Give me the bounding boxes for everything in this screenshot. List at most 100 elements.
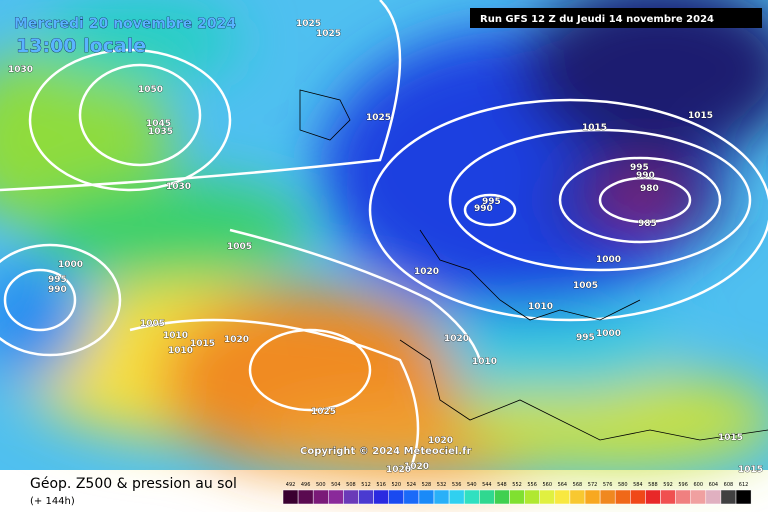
colorbar-swatch <box>645 489 661 505</box>
colorbar-swatch <box>720 489 737 505</box>
isobar-label: 990 <box>48 285 67 295</box>
isobar-label: 995 <box>482 197 501 207</box>
colorbar-label: 608 <box>724 482 734 488</box>
colorbar-swatch <box>630 489 646 505</box>
isobar-label: 1015 <box>738 465 763 475</box>
colorbar-swatch <box>418 489 435 505</box>
footer-lead: (+ 144h) <box>30 496 75 507</box>
isobar-label: 1015 <box>582 123 607 133</box>
isobar-label: 990 <box>636 171 655 181</box>
colorbar-label: 496 <box>301 482 311 488</box>
isobar-label: 1035 <box>148 127 173 137</box>
colorbar-swatch <box>509 489 525 505</box>
colorbar-label: 544 <box>482 482 492 488</box>
run-info: Run GFS 12 Z du Jeudi 14 novembre 2024 <box>480 14 714 25</box>
colorbar-swatch <box>524 489 540 505</box>
isobar-label: 985 <box>638 219 657 229</box>
colorbar-label: 516 <box>376 482 386 488</box>
isobar-label: 990 <box>474 204 493 214</box>
colorbar-label: 524 <box>407 482 417 488</box>
colorbar-label: 528 <box>422 482 432 488</box>
colorbar-swatch <box>463 489 480 505</box>
colorbar-label: 536 <box>452 482 462 488</box>
map-background <box>0 0 768 480</box>
colorbar-label: 576 <box>603 482 613 488</box>
colorbar-swatch <box>675 489 691 505</box>
colorbar-swatch <box>282 489 299 505</box>
colorbar-swatch <box>343 489 359 505</box>
colorbar-label: 592 <box>663 482 673 488</box>
isobar-label: 1015 <box>718 433 743 443</box>
isobar-label: 1000 <box>596 329 621 339</box>
colorbar-label: 564 <box>558 482 568 488</box>
isobar-label: 1020 <box>428 436 453 446</box>
isobar-label: 1000 <box>596 255 621 265</box>
colorbar-swatch <box>494 489 510 505</box>
colorbar-swatch <box>584 489 601 505</box>
colorbar-label: 540 <box>467 482 477 488</box>
colorbar-label: 556 <box>527 482 537 488</box>
isobar-label: 1020 <box>386 465 411 475</box>
isobar-label: 1020 <box>444 334 469 344</box>
colorbar-label: 532 <box>437 482 447 488</box>
colorbar-swatch <box>599 489 616 505</box>
isobar-label: 1015 <box>190 339 215 349</box>
colorbar-swatch <box>705 489 722 505</box>
isobar-label: 1025 <box>316 29 341 39</box>
copyright: Copyright © 2024 Meteociel.fr <box>300 446 471 457</box>
colorbar-label: 548 <box>497 482 507 488</box>
colorbar-swatch <box>373 489 389 505</box>
coastlines <box>299 89 768 441</box>
colorbar-label: 492 <box>286 482 296 488</box>
colorbar-swatch <box>388 489 405 505</box>
isobar-label: 1020 <box>414 267 439 277</box>
footer-title: Géop. Z500 & pression au sol <box>30 476 237 492</box>
colorbar-swatch <box>433 489 450 505</box>
colorbar-label: 512 <box>361 482 371 488</box>
colorbar-swatch <box>479 489 495 505</box>
colorbar-swatch <box>660 489 676 505</box>
colorbar-label: 508 <box>346 482 356 488</box>
isobar-label: 1010 <box>168 346 193 356</box>
colorbar-swatch <box>690 489 707 505</box>
isobar-label: 1025 <box>311 407 336 417</box>
isobar-label: 1005 <box>227 242 252 252</box>
colorbar-swatch <box>358 489 374 505</box>
isobar-label: 1010 <box>163 331 188 341</box>
colorbar-label: 520 <box>391 482 401 488</box>
colorbar-label: 612 <box>739 482 749 488</box>
isobar-label: 1010 <box>528 302 553 312</box>
isobar-label: 995 <box>48 275 67 285</box>
colorbar-label: 568 <box>573 482 583 488</box>
colorbar-label: 604 <box>709 482 719 488</box>
colorbar-label: 580 <box>618 482 628 488</box>
isobars <box>0 0 768 471</box>
colorbar-label: 552 <box>512 482 522 488</box>
map-date: Mercredi 20 novembre 2024 <box>14 16 236 32</box>
colorbar-swatch <box>448 489 465 505</box>
isobar-label: 1015 <box>688 111 713 121</box>
colorbar-swatch <box>297 489 314 505</box>
colorbar-swatch <box>554 489 571 505</box>
isobar-label: 1020 <box>224 335 249 345</box>
colorbar-label: 572 <box>588 482 598 488</box>
isobar-label: 1020 <box>404 462 429 472</box>
isobar-label: 1005 <box>140 319 165 329</box>
isobar-label: 1000 <box>58 260 83 270</box>
colorbar-swatch <box>403 489 420 505</box>
colorbar-label: 560 <box>542 482 552 488</box>
isobar-label: 1025 <box>296 19 321 29</box>
isobar-label: 1010 <box>472 357 497 367</box>
isobar-label: 1045 <box>146 119 171 129</box>
run-box <box>470 8 762 28</box>
isobar-label: 1050 <box>138 85 163 95</box>
colorbar-swatch <box>312 489 329 505</box>
isobar-label: 980 <box>640 184 659 194</box>
colorbar-swatch <box>614 489 631 505</box>
colorbar-label: 596 <box>678 482 688 488</box>
colorbar-label: 588 <box>648 482 658 488</box>
colorbar-label: 500 <box>316 482 326 488</box>
colorbar-label: 584 <box>633 482 643 488</box>
map-time: 13:00 locale <box>16 35 146 57</box>
